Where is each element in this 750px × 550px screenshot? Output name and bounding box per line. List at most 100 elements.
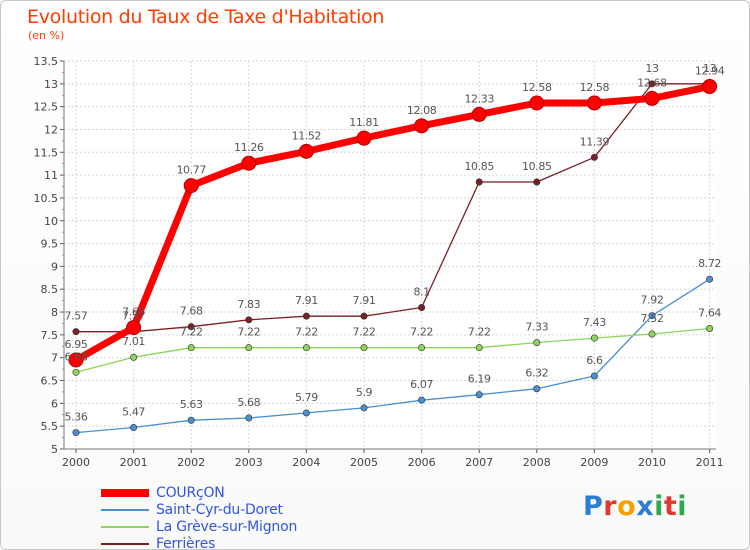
data-label-2: 7.43 xyxy=(583,316,606,329)
y-tick-label: 8.5 xyxy=(41,283,59,296)
y-tick-label: 13.5 xyxy=(34,55,59,68)
data-label-1: 6.07 xyxy=(410,378,433,391)
series-line-2 xyxy=(75,327,710,373)
y-tick-label: 13 xyxy=(44,78,58,91)
data-point-0 xyxy=(414,118,430,134)
data-label-0: 11.26 xyxy=(234,141,264,154)
data-label-3: 10.85 xyxy=(464,160,494,173)
x-tick-label: 2004 xyxy=(292,456,320,469)
data-point-2 xyxy=(360,344,368,352)
y-tick-label: 9.5 xyxy=(41,238,59,251)
chart-title: Evolution du Taux de Taxe d'Habitation xyxy=(27,6,385,28)
data-point-0 xyxy=(586,95,602,111)
data-point-2 xyxy=(418,344,426,352)
data-point-2 xyxy=(648,330,656,338)
data-label-0: 12.94 xyxy=(695,65,725,78)
legend-item: COURçON xyxy=(101,484,297,501)
x-tick-label: 2000 xyxy=(62,456,90,469)
data-label-0: 12.58 xyxy=(580,81,610,94)
x-tick-label: 2005 xyxy=(350,456,378,469)
legend-swatch xyxy=(101,525,149,528)
data-point-3 xyxy=(590,153,598,161)
x-tick-label: 2001 xyxy=(120,456,148,469)
data-label-3: 7.57 xyxy=(65,310,88,323)
x-tick-label: 2006 xyxy=(408,456,436,469)
data-point-0 xyxy=(471,106,487,122)
series-line-1 xyxy=(75,278,710,434)
data-label-0: 12.68 xyxy=(637,76,667,89)
brand-letter: x xyxy=(636,491,655,522)
series-line-3 xyxy=(76,83,710,333)
data-label-0: 7.66 xyxy=(122,306,145,319)
brand-letter: i xyxy=(677,491,688,522)
data-point-3 xyxy=(418,303,426,311)
data-label-2: 7.52 xyxy=(641,312,664,325)
data-label-2: 6.68 xyxy=(65,350,88,363)
data-point-3 xyxy=(72,328,80,336)
data-label-2: 7.33 xyxy=(525,321,548,334)
data-label-3: 7.83 xyxy=(237,298,260,311)
x-tick-label: 2010 xyxy=(638,456,666,469)
brand-letter: r xyxy=(603,491,618,522)
y-tick-label: 8 xyxy=(51,306,58,319)
data-label-3: 7.68 xyxy=(180,305,203,318)
data-point-3 xyxy=(302,312,310,320)
y-tick-label: 12.5 xyxy=(34,101,59,114)
data-label-2: 7.01 xyxy=(122,335,145,348)
data-point-2 xyxy=(130,353,138,361)
data-label-1: 6.6 xyxy=(586,354,603,367)
brand-letter: P xyxy=(583,491,604,522)
data-label-2: 7.64 xyxy=(698,306,721,319)
x-tick-label: 2003 xyxy=(235,456,263,469)
data-point-2 xyxy=(72,368,80,376)
data-point-0 xyxy=(702,79,718,95)
data-label-1: 7.92 xyxy=(641,294,664,307)
x-tick-label: 2007 xyxy=(465,456,493,469)
data-point-1 xyxy=(533,385,541,393)
y-tick-label: 6.5 xyxy=(41,375,59,388)
data-point-1 xyxy=(245,414,253,422)
data-label-3: 13 xyxy=(703,62,717,75)
data-point-0 xyxy=(644,90,660,106)
data-point-0 xyxy=(298,143,314,159)
data-label-0: 12.08 xyxy=(407,104,437,117)
data-point-2 xyxy=(245,344,253,352)
data-point-2 xyxy=(187,344,195,352)
data-label-1: 8.72 xyxy=(698,257,721,270)
data-point-0 xyxy=(126,320,142,336)
data-point-1 xyxy=(187,416,195,424)
legend-label: Ferrières xyxy=(156,535,216,550)
data-label-0: 11.81 xyxy=(349,116,379,129)
x-tick-label: 2002 xyxy=(177,456,205,469)
data-label-0: 10.77 xyxy=(176,164,206,177)
data-label-0: 6.95 xyxy=(65,338,88,351)
brand-letter: i xyxy=(654,491,664,522)
y-tick-label: 7.5 xyxy=(41,329,59,342)
brand-letter: t xyxy=(663,491,678,522)
data-point-1 xyxy=(648,312,656,320)
data-label-0: 12.33 xyxy=(464,92,494,105)
y-tick-label: 6 xyxy=(51,397,58,410)
legend-item: Ferrières xyxy=(101,535,297,550)
data-label-1: 5.68 xyxy=(237,396,260,409)
data-point-1 xyxy=(418,396,426,404)
data-label-3: 7.57 xyxy=(122,310,145,323)
data-point-2 xyxy=(590,334,598,342)
data-label-1: 6.32 xyxy=(525,367,548,380)
brand-logo: Proxiti xyxy=(583,491,687,522)
y-tick-label: 11.5 xyxy=(34,146,59,159)
data-label-1: 6.19 xyxy=(468,373,491,386)
data-point-2 xyxy=(706,324,714,332)
data-label-3: 13 xyxy=(645,62,659,75)
data-label-2: 7.22 xyxy=(295,326,318,339)
y-tick-label: 11 xyxy=(44,169,58,182)
data-point-3 xyxy=(245,316,253,324)
data-point-3 xyxy=(360,312,368,320)
data-point-2 xyxy=(533,339,541,347)
x-tick-label: 2008 xyxy=(523,456,551,469)
data-label-2: 7.22 xyxy=(237,326,260,339)
y-tick-label: 7 xyxy=(51,352,58,365)
data-point-3 xyxy=(648,80,656,88)
data-point-2 xyxy=(475,344,483,352)
data-label-3: 7.91 xyxy=(353,294,376,307)
